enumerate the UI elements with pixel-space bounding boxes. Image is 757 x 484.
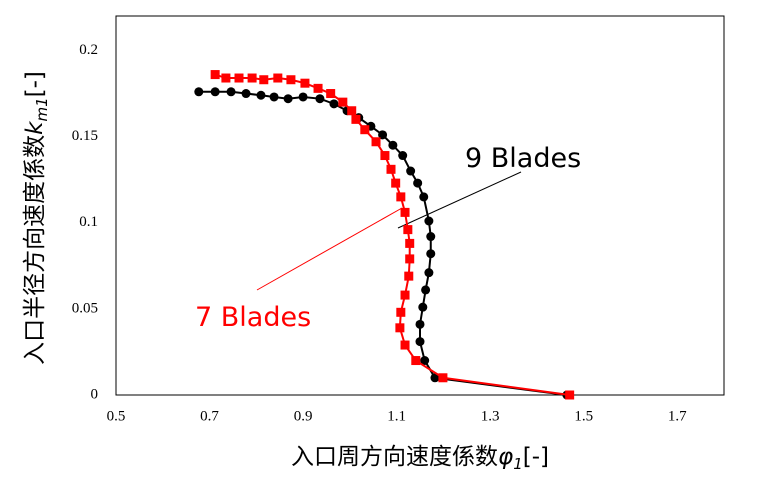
marker (398, 151, 408, 161)
x-tick-label: 1.5 (574, 408, 593, 424)
y-tick-label: 0 (91, 386, 99, 402)
marker (378, 130, 388, 140)
marker (395, 323, 405, 333)
series-line (214, 73, 570, 396)
marker (226, 87, 236, 97)
marker (426, 249, 436, 259)
marker (241, 89, 251, 99)
marker (210, 70, 220, 80)
y-title-symbol: k (22, 120, 48, 135)
marker (300, 78, 310, 88)
marker (400, 290, 410, 300)
marker (430, 373, 440, 383)
marker (259, 75, 269, 85)
plot-frame (115, 15, 725, 396)
marker (347, 106, 357, 116)
marker (400, 207, 410, 217)
marker (391, 178, 401, 188)
annotation-leader (397, 171, 522, 229)
x-tick-label: 1.1 (387, 408, 406, 424)
annotation-leader (256, 207, 403, 291)
marker (286, 75, 296, 85)
y-tick-label: 0.2 (79, 42, 98, 58)
y-title-unit: [-] (22, 71, 48, 97)
marker (403, 225, 413, 235)
marker (298, 92, 308, 102)
marker (360, 125, 370, 135)
marker (313, 83, 323, 93)
marker (388, 140, 398, 150)
y-tick-label: 0.15 (72, 128, 98, 144)
marker (424, 216, 434, 226)
x-title-symbol: φ (498, 444, 513, 470)
x-axis-title: 入口周方向速度係数φ1[-] (291, 444, 549, 473)
x-title-unit: [-] (523, 444, 549, 470)
marker (419, 192, 429, 202)
marker (404, 271, 414, 281)
marker (424, 268, 434, 278)
marker (194, 87, 204, 97)
marker (247, 73, 257, 83)
marker (405, 238, 415, 248)
marker (438, 373, 448, 383)
marker (380, 151, 390, 161)
x-tick-label: 0.5 (107, 408, 126, 424)
marker (326, 89, 336, 99)
marker (351, 114, 361, 124)
marker (565, 390, 575, 400)
marker (338, 97, 348, 107)
marker (371, 137, 381, 147)
marker (273, 73, 283, 83)
marker (234, 73, 244, 83)
marker (415, 319, 425, 329)
marker (396, 192, 406, 202)
marker (405, 254, 415, 264)
x-tick-label: 1.7 (668, 408, 687, 424)
marker (386, 164, 396, 174)
marker (406, 166, 416, 176)
marker (411, 356, 421, 366)
marker (315, 94, 325, 104)
marker (415, 337, 425, 347)
marker (420, 356, 430, 366)
marker (421, 285, 431, 295)
x-tick-label: 0.9 (294, 408, 313, 424)
series-label: 7 Blades (195, 302, 311, 333)
y-tick-label: 0.1 (79, 214, 98, 230)
x-title-sub: 1 (513, 455, 523, 473)
x-tick-label: 0.7 (200, 408, 219, 424)
x-tick-label: 1.3 (481, 408, 500, 424)
marker (269, 92, 279, 102)
marker (400, 340, 410, 350)
marker (210, 87, 220, 97)
y-title-main: 入口半径方向速度係数 (22, 135, 48, 365)
x-title-main: 入口周方向速度係数 (291, 444, 498, 470)
marker (256, 90, 266, 100)
marker (426, 232, 436, 242)
marker (396, 307, 406, 317)
marker (418, 302, 428, 312)
marker (329, 99, 339, 109)
marker (413, 178, 423, 188)
y-axis-title: 入口半径方向速度係数km1[-] (22, 71, 51, 365)
series-label: 9 Blades (465, 143, 581, 174)
y-tick-label: 0.05 (72, 300, 98, 316)
marker (221, 73, 231, 83)
marker (283, 94, 293, 104)
y-title-sub: m1 (33, 97, 51, 121)
